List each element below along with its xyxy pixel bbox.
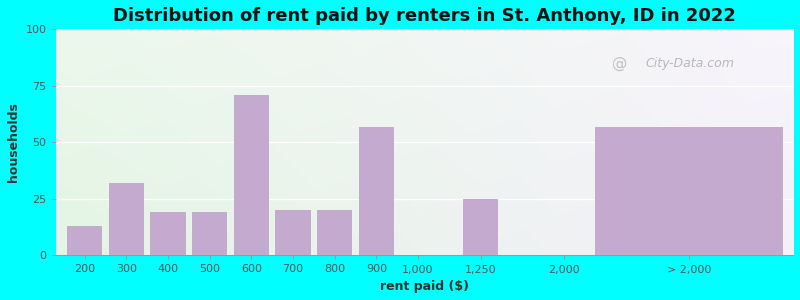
Title: Distribution of rent paid by renters in St. Anthony, ID in 2022: Distribution of rent paid by renters in … bbox=[113, 7, 736, 25]
Bar bbox=[275, 210, 310, 256]
Y-axis label: households: households bbox=[7, 102, 20, 182]
Bar bbox=[234, 95, 269, 256]
Bar bbox=[67, 226, 102, 256]
Bar bbox=[192, 212, 227, 256]
Text: @: @ bbox=[612, 56, 627, 71]
X-axis label: rent paid ($): rent paid ($) bbox=[380, 280, 469, 293]
Bar bbox=[150, 212, 186, 256]
Bar bbox=[109, 183, 144, 256]
Bar bbox=[358, 127, 394, 256]
Bar bbox=[595, 127, 782, 256]
Text: City-Data.com: City-Data.com bbox=[646, 57, 734, 70]
Bar bbox=[317, 210, 353, 256]
Bar bbox=[463, 199, 498, 256]
